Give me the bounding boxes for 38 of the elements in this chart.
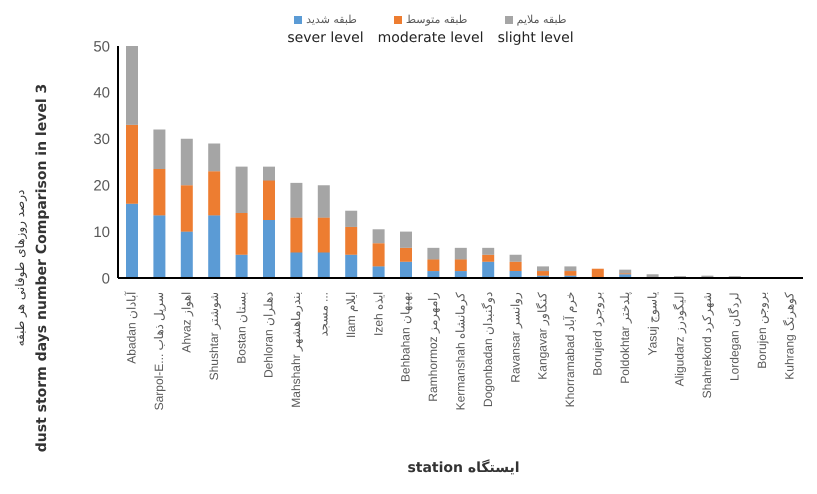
- x-tick-label: Kermanshah کرمانشاه: [454, 292, 468, 410]
- x-tick-label: Khorramabad خرم آباد: [562, 292, 578, 408]
- x-tick-label: Izeh ایذه: [371, 292, 386, 336]
- x-tick-label: مسجد ...: [316, 292, 330, 336]
- x-tick-label: Bostan بستان: [234, 292, 248, 364]
- x-tick-label: Lordegan لردگان: [728, 292, 742, 382]
- y-tick-label: 20: [93, 178, 110, 195]
- y-tick-label: 10: [93, 224, 110, 241]
- x-tick-label: Borujerd بروجرد: [590, 292, 604, 376]
- y-tick-label: 0: [102, 270, 110, 288]
- y-tick-label: 50: [93, 38, 110, 56]
- text: moderate level: [378, 30, 484, 46]
- x-tick-label: Abadan آبادان: [124, 291, 139, 364]
- text: slight level: [498, 30, 574, 46]
- x-tick-label: Ahvaz اهواز: [180, 292, 194, 353]
- x-tick-label: Poldokhtar پلدختر: [618, 292, 632, 384]
- x-tick-label: Aligudarz الیگودرز: [672, 292, 687, 386]
- x-tick-label: Kangavar کنگاور: [536, 292, 550, 380]
- x-tick-label: Yasuj یاسوج: [645, 292, 660, 356]
- x-tick-label: Dehloran دهلران: [262, 292, 276, 378]
- x-tick-label: Dogonbadan دوگنبدان: [480, 292, 495, 408]
- x-tick-label: Kuhrang کوهرنگ: [782, 292, 796, 380]
- legend-label: طبقه ملایم: [516, 13, 567, 26]
- x-tick-label: Shushtar شوشتر: [206, 292, 221, 380]
- legend-label: طبقه متوسط: [406, 13, 468, 26]
- x-tick-label: Mahshahr بندرماهشهر: [289, 292, 304, 408]
- x-tick-label: Shahrekord شهرکرد: [700, 292, 714, 398]
- x-axis-title: station ایستگاه: [406, 460, 521, 476]
- y-tick-label: 30: [93, 131, 110, 148]
- x-tick-label: Ilam ایلام: [344, 292, 358, 338]
- text: sever level: [287, 30, 364, 46]
- x-tick-label: Behbahan بهبهان: [398, 292, 413, 382]
- x-tick-label: Ravansar روانسر: [508, 292, 522, 383]
- legend-label: طبقه شدید: [306, 13, 357, 26]
- y-tick-label: 40: [93, 84, 110, 102]
- x-tick-label: Borujen بروجن: [754, 292, 769, 369]
- x-tick-label: Sarpol-E... سرپل ذهاب: [152, 292, 166, 410]
- x-tick-label: Ramhormoz رامهرمز: [426, 292, 440, 402]
